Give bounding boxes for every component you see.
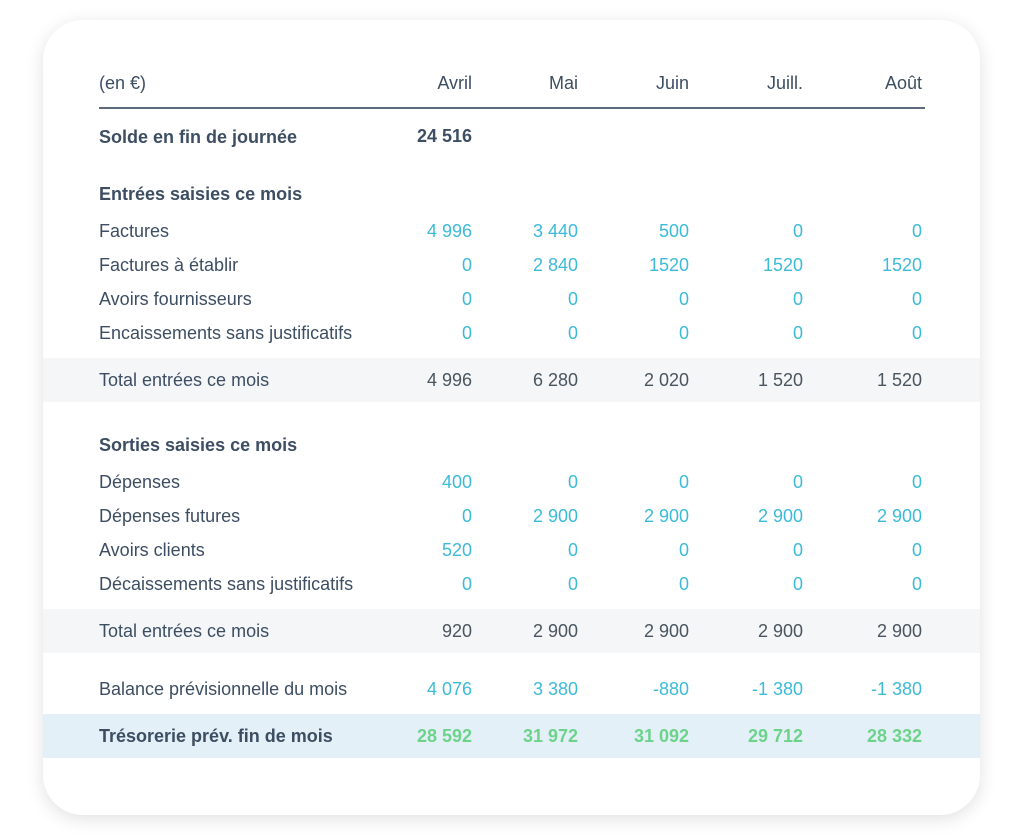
cell-value: 0 [461,574,472,594]
header-rule [99,107,925,109]
cell-value: 29 712 [747,726,803,746]
cell-value: 0 [461,323,472,343]
cell-value: 400 [441,472,472,492]
cell-value: Juin [655,73,689,93]
row-label: Dépenses futures [99,506,241,526]
cell-value: 2 900 [532,621,578,641]
cell-value: 520 [441,540,472,560]
cell-value: 0 [792,472,803,492]
row-label: Avoirs fournisseurs [99,289,252,309]
cell-value: 0 [461,289,472,309]
cell-value: 0 [792,221,803,241]
cell-value: 4 996 [426,370,472,390]
cell-value: 0 [678,540,689,560]
cell-value: 0 [678,289,689,309]
cell-value: 2 840 [532,255,578,275]
cell-value: 0 [911,574,922,594]
row-label: Décaissements sans justificatifs [99,574,354,594]
cell-value: 0 [567,540,578,560]
cell-value: 2 900 [757,506,803,526]
cell-value: 0 [792,289,803,309]
cell-value: 31 972 [522,726,578,746]
cell-value: Août [884,73,922,93]
cell-value: 28 332 [866,726,922,746]
cell-value: 4 076 [426,679,472,699]
cell-value: 2 900 [643,506,689,526]
cell-value: Avril [437,73,472,93]
cell-value: 2 900 [643,621,689,641]
row-label: Dépenses [99,472,181,492]
row-label: Balance prévisionnelle du mois [99,679,348,699]
row-label: (en €) [99,73,147,93]
cell-value: 0 [792,574,803,594]
cell-value: -1 380 [751,679,803,699]
cell-value: 0 [792,323,803,343]
row-label: Trésorerie prév. fin de mois [99,726,333,746]
cell-value: Mai [548,73,578,93]
cell-value: -1 380 [870,679,922,699]
row-label: Sorties saisies ce mois [99,435,298,455]
cell-value: 0 [567,472,578,492]
row-label: Avoirs clients [99,540,205,560]
row-label: Encaissements sans justificatifs [99,323,353,343]
total-band [43,609,980,653]
highlight-band [43,714,980,758]
row-label: Total entrées ce mois [99,370,270,390]
row-label: Solde en fin de journée [99,127,298,147]
cell-value: 6 280 [532,370,578,390]
cell-value: 3 440 [532,221,578,241]
cell-value: 920 [441,621,472,641]
cell-value: 0 [461,506,472,526]
cell-value: 0 [461,255,472,275]
cell-value: 2 900 [876,506,922,526]
cell-value: 1520 [648,255,689,275]
cell-value: 0 [792,540,803,560]
cell-value: 0 [911,323,922,343]
row-label: Factures à établir [99,255,239,275]
cell-value: 2 900 [757,621,803,641]
cell-value: 2 900 [532,506,578,526]
cell-value: 1 520 [876,370,922,390]
row-label: Entrées saisies ce mois [99,184,303,204]
cell-value: 0 [911,540,922,560]
cell-value: 0 [567,289,578,309]
total-band [43,358,980,402]
cell-value: 0 [911,289,922,309]
cell-value: 1520 [762,255,803,275]
cell-value: 24 516 [416,126,472,146]
cell-value: 500 [658,221,689,241]
cell-value: 4 996 [426,221,472,241]
cell-value: 0 [567,323,578,343]
cell-value: 2 020 [643,370,689,390]
cell-value: 0 [567,574,578,594]
cell-value: Juill. [766,73,803,93]
cell-value: 1520 [881,255,922,275]
cell-value: 0 [911,221,922,241]
cell-value: 28 592 [416,726,472,746]
cell-value: 3 380 [532,679,578,699]
cell-value: 2 900 [876,621,922,641]
cell-value: 0 [678,323,689,343]
cell-value: 0 [678,574,689,594]
cell-value: 31 092 [633,726,689,746]
cell-value: 1 520 [757,370,803,390]
row-label: Total entrées ce mois [99,621,270,641]
row-label: Factures [99,221,170,241]
card [43,20,980,815]
cell-value: 0 [678,472,689,492]
cell-value: 0 [911,472,922,492]
cell-value: -880 [652,679,689,699]
